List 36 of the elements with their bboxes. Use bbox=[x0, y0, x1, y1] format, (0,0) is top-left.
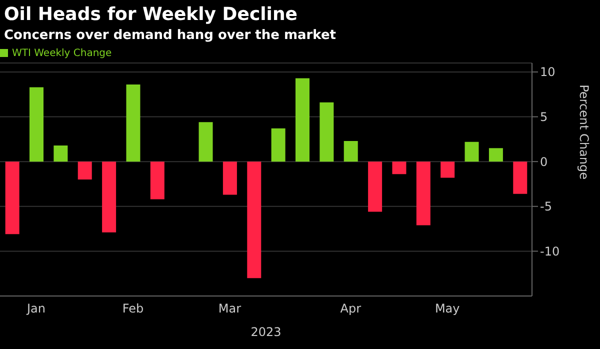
bar bbox=[102, 162, 116, 232]
x-tick-label: May bbox=[434, 302, 460, 316]
y-tick-label: -10 bbox=[540, 244, 560, 258]
bar bbox=[5, 162, 20, 234]
bar bbox=[30, 87, 44, 162]
bar bbox=[513, 162, 528, 194]
bar bbox=[344, 140, 358, 162]
bar bbox=[320, 102, 334, 162]
bar bbox=[464, 142, 479, 162]
y-tick-label: 5 bbox=[540, 110, 548, 124]
y-tick-label: 0 bbox=[540, 154, 548, 169]
y-tick-label: 10 bbox=[540, 65, 556, 80]
x-tick-label: Apr bbox=[340, 302, 362, 316]
bar bbox=[126, 84, 140, 162]
x-tick-label: Jan bbox=[26, 302, 46, 316]
bar bbox=[488, 148, 503, 162]
bar bbox=[368, 162, 382, 212]
bar bbox=[271, 128, 286, 162]
y-tick-label: -5 bbox=[540, 200, 552, 214]
x-axis-title: 2023 bbox=[250, 325, 282, 339]
x-tick-label: Mar bbox=[218, 302, 242, 316]
x-tick-label: Feb bbox=[122, 302, 144, 316]
bar bbox=[440, 162, 455, 178]
bar bbox=[392, 162, 406, 174]
chart-title: Oil Heads for Weekly Decline bbox=[4, 4, 298, 25]
bar bbox=[54, 145, 68, 162]
bar bbox=[296, 78, 310, 162]
bar bbox=[150, 162, 164, 200]
bar bbox=[416, 162, 430, 226]
chart-subtitle: Concerns over demand hang over the market bbox=[4, 28, 336, 43]
y-axis-title: Percent Change bbox=[576, 84, 591, 180]
bar bbox=[222, 162, 237, 195]
bar bbox=[78, 162, 92, 180]
bar bbox=[198, 122, 213, 162]
bar bbox=[247, 162, 262, 278]
legend-label: WTI Weekly Change bbox=[12, 48, 112, 59]
